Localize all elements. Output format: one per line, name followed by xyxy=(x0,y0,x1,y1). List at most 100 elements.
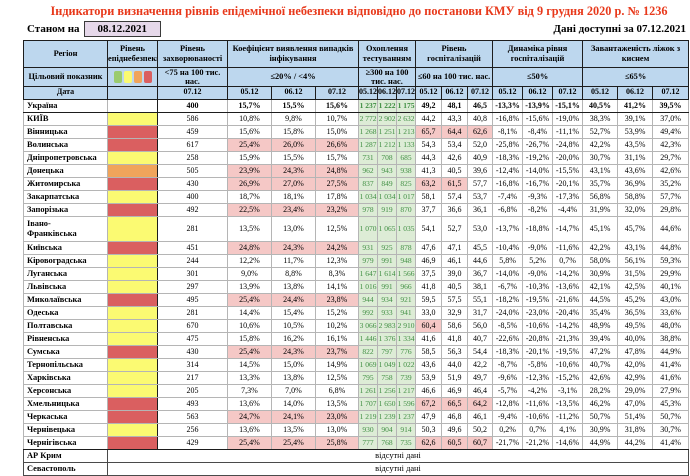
region-name: Полтавська xyxy=(23,318,108,333)
testing-value: 1 213 xyxy=(395,124,417,139)
hospitalization-value: 47,6 xyxy=(415,240,443,255)
oxygen-beds-value: 56,1% xyxy=(617,253,654,268)
detection-value: 22,5% xyxy=(227,202,272,217)
oxygen-beds-value: 49,4% xyxy=(652,124,690,139)
testing-value: 825 xyxy=(395,176,417,191)
date-dyn-0: 05.12 xyxy=(492,85,524,100)
hospitalization-dynamics-value: -8,4% xyxy=(522,124,554,139)
target-hosp: ≤60 на 100 тис. нас. xyxy=(415,66,494,87)
hospitalization-value: 39,6 xyxy=(467,163,494,178)
region-name: АР Крим xyxy=(23,448,108,463)
hospitalization-dynamics-value: -14,0% xyxy=(522,163,554,178)
morbidity-value: 430 xyxy=(157,176,228,191)
testing-value: 943 xyxy=(377,163,397,178)
oxygen-beds-value: 40,0% xyxy=(617,331,654,346)
hospitalization-value: 41,8 xyxy=(441,331,469,346)
table-row: Севастополь відсутні дані xyxy=(23,461,690,476)
hospitalization-dynamics-value: -6,7% xyxy=(492,279,524,294)
testing-value: 2 772 xyxy=(358,111,378,126)
table-row: КИЇВ 586 10,8% 9,8% 10,7% 2 772 2 902 2 632 44,2… xyxy=(23,111,690,126)
morbidity-value: 586 xyxy=(157,111,228,126)
oxygen-beds-value: 30,7% xyxy=(652,422,690,437)
detection-value: 14,0% xyxy=(271,396,316,411)
detection-value: 24,1% xyxy=(271,409,316,424)
table-row: Чернігівська 429 25,4% 25,4% 25,8% 777 768 735 6… xyxy=(23,435,690,450)
table-row: Запорізька 492 22,5% 23,4% 23,2% 978 919 870 37,… xyxy=(23,202,690,217)
hospitalization-dynamics-value: -5,7% xyxy=(492,383,524,398)
table-row: Київська 451 24,8% 24,3% 24,2% 931 925 878 47,6 4… xyxy=(23,240,690,255)
hospitalization-dynamics-value: -21,6% xyxy=(552,292,584,307)
epidemic-indicators-table: Регіон Рівень епіднебезпеки Рівень захворю… xyxy=(23,39,690,476)
target-row-label: Цільовий показник xyxy=(23,66,108,87)
testing-value: 1 034 xyxy=(358,189,378,204)
region-name: Київська xyxy=(23,240,108,255)
target-oxy: ≤65% xyxy=(582,66,690,87)
oxygen-beds-value: 42,9% xyxy=(617,370,654,385)
oxygen-beds-value: 30,9% xyxy=(582,266,619,281)
detection-value: 26,9% xyxy=(227,176,272,191)
hospitalization-dynamics-value: -20,1% xyxy=(522,344,554,359)
oxygen-beds-value: 32,0% xyxy=(617,202,654,217)
hospitalization-dynamics-value: -8,2% xyxy=(522,202,554,217)
testing-value: 921 xyxy=(395,292,417,307)
hospitalization-value: 53,4 xyxy=(441,137,469,152)
oxygen-beds-value: 47,8% xyxy=(617,344,654,359)
region-name: Одеська xyxy=(23,305,108,320)
region-name: Житомирська xyxy=(23,176,108,191)
detection-value: 13,9% xyxy=(227,279,272,294)
danger-legend-cell xyxy=(107,66,158,87)
oxygen-beds-value: 46,2% xyxy=(582,396,619,411)
date-row-label: Дата xyxy=(23,85,108,100)
testing-value: 991 xyxy=(377,253,397,268)
group-header-hosp: Рівень госпіталізацій xyxy=(415,39,494,68)
detection-value: 13,5% xyxy=(271,422,316,437)
detection-value: 12,3% xyxy=(315,253,359,268)
oxygen-beds-value: 27,9% xyxy=(652,383,690,398)
oxygen-beds-value: 41,4% xyxy=(652,435,690,450)
hospitalization-dynamics-value: -8,1% xyxy=(492,124,524,139)
date-test-2: 07.12 xyxy=(395,85,417,100)
detection-value: 12,5% xyxy=(315,370,359,385)
testing-value: 978 xyxy=(358,202,378,217)
detection-value: 25,4% xyxy=(227,344,272,359)
table-row: Житомирська 430 26,9% 27,0% 27,5% 837 849 825 63… xyxy=(23,176,690,191)
oxygen-beds-value: 30,7% xyxy=(582,150,619,165)
page-title: Індикатори визначення рівнів епідемічної… xyxy=(50,4,668,18)
hospitalization-dynamics-value: -14,7% xyxy=(552,215,584,242)
danger-level-cell xyxy=(107,370,158,385)
danger-level-cell xyxy=(107,305,158,320)
hospitalization-dynamics-value: -9,6% xyxy=(492,370,524,385)
testing-value: 948 xyxy=(395,253,417,268)
detection-value: 13,5% xyxy=(315,396,359,411)
hospitalization-value: 52,7 xyxy=(441,215,469,242)
oxygen-beds-value: 31,9% xyxy=(582,202,619,217)
danger-level-cell xyxy=(107,253,158,268)
testing-value: 992 xyxy=(358,305,378,320)
hospitalization-value: 32,9 xyxy=(441,305,469,320)
detection-value: 13,0% xyxy=(271,215,316,242)
morbidity-value: 297 xyxy=(157,279,228,294)
hospitalization-dynamics-value: -8,7% xyxy=(492,357,524,372)
oxygen-beds-value: 43,5% xyxy=(617,137,654,152)
oxygen-beds-value: 41,2% xyxy=(617,98,654,113)
hospitalization-dynamics-value: -17,3% xyxy=(552,189,584,204)
oxygen-beds-value: 42,6% xyxy=(582,370,619,385)
hospitalization-value: 58,1 xyxy=(415,189,443,204)
hospitalization-dynamics-value: -11,2% xyxy=(552,409,584,424)
legend-red-swatch xyxy=(143,70,152,83)
detection-value: 17,8% xyxy=(315,189,359,204)
testing-value: 1 212 xyxy=(377,137,397,152)
hospitalization-dynamics-value: -13,6% xyxy=(552,279,584,294)
table-row: Сумська 430 25,4% 24,3% 23,7% 822 797 776 58,5 56… xyxy=(23,344,690,359)
hospitalization-dynamics-value: -18,3% xyxy=(492,344,524,359)
no-data-cell: відсутні дані xyxy=(106,448,690,463)
danger-level-cell xyxy=(107,215,158,242)
oxygen-beds-value: 42,2% xyxy=(582,137,619,152)
detection-value: 25,4% xyxy=(271,435,316,450)
morbidity-value: 430 xyxy=(157,344,228,359)
table-row: Дніпропетровська 258 15,9% 15,5% 15,7% 731 708… xyxy=(23,150,690,165)
testing-value: 1 239 xyxy=(377,409,397,424)
table-row: Івано- Франківська 281 13,5% 13,0% 12,5% 1 07… xyxy=(23,215,690,242)
testing-value: 1 376 xyxy=(377,331,397,346)
hospitalization-value: 54,3 xyxy=(415,137,443,152)
